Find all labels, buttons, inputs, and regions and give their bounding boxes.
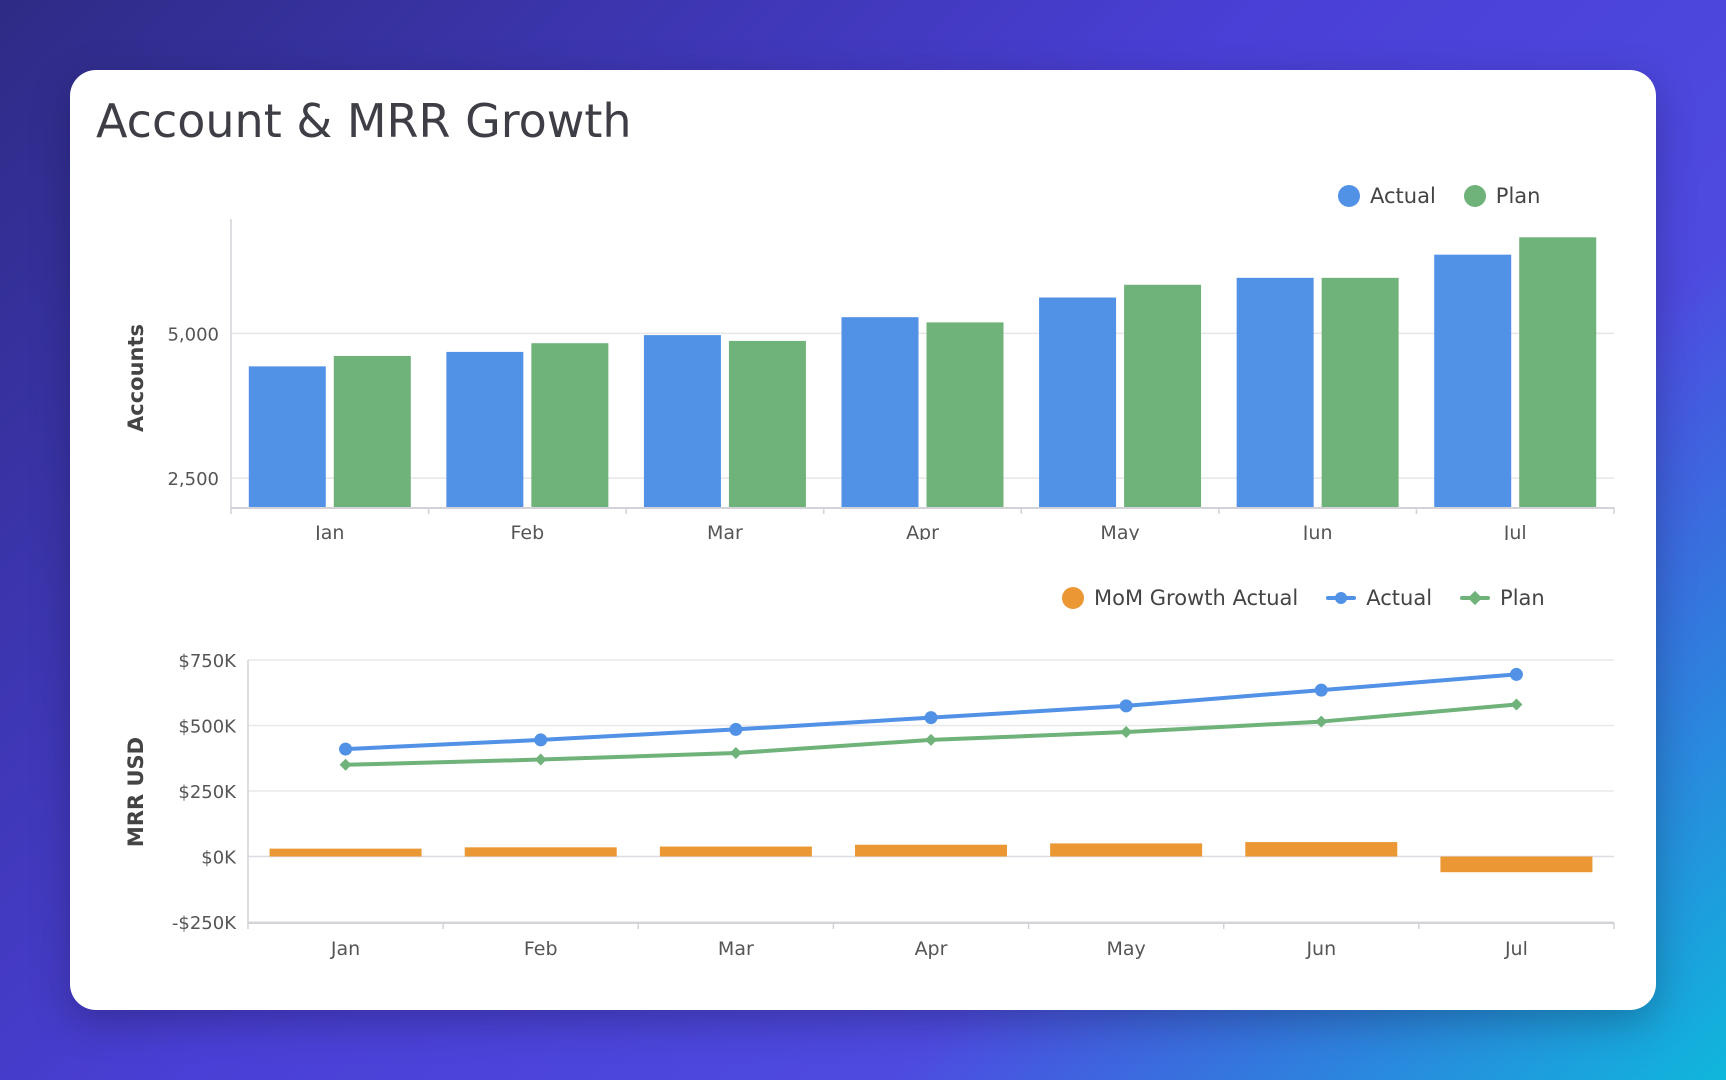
- mrr-x-tick-label: Jul: [1504, 938, 1528, 960]
- accounts-bar-plan-jun: [1321, 277, 1399, 507]
- mom-growth-bar-jul: [1440, 856, 1593, 873]
- accounts-y-axis-label: Accounts: [124, 324, 148, 432]
- accounts-bar-plan-feb: [531, 343, 609, 507]
- mrr-point-actual: [1314, 683, 1328, 697]
- mrr-y-tick-label: $500K: [178, 717, 237, 738]
- accounts-bar-plan-may: [1124, 284, 1202, 507]
- mrr-point-plan: [925, 733, 937, 746]
- mrr-point-plan: [729, 747, 742, 760]
- mrr-y-axis-label: MRR USD: [124, 737, 148, 847]
- legend-label-mrr-actual: Actual: [1366, 586, 1433, 610]
- mom-growth-bar-apr: [855, 844, 1007, 857]
- mrr-point-actual: [729, 722, 743, 736]
- accounts-bar-plan-jul: [1519, 237, 1597, 508]
- mrr-x-tick-label: Apr: [915, 938, 948, 960]
- mrr-y-tick-label: -$250K: [172, 913, 237, 934]
- accounts-bar-actual-jan: [248, 366, 326, 507]
- accounts-x-tick-label: Jan: [314, 522, 344, 540]
- accounts-y-tick-label: 5,000: [167, 324, 219, 345]
- mrr-point-actual: [1119, 699, 1133, 713]
- legend-label-plan: Plan: [1495, 184, 1541, 208]
- mrr-point-actual: [1509, 667, 1523, 681]
- mom-growth-bar-may: [1050, 843, 1203, 857]
- legend-item-mrr-actual[interactable]: Actual: [1326, 586, 1432, 610]
- accounts-bar-actual-feb: [446, 351, 524, 507]
- mrr-point-actual: [339, 742, 353, 756]
- mom-dot-icon: [1062, 587, 1084, 609]
- accounts-bar-plan-jan: [333, 355, 411, 507]
- plan-dot-icon: [1463, 185, 1486, 207]
- accounts-bar-actual-may: [1039, 297, 1117, 507]
- legend-label-mrr-plan: Plan: [1500, 586, 1545, 610]
- accounts-x-tick-label: Jul: [1503, 522, 1527, 540]
- accounts-bar-actual-jun: [1236, 277, 1314, 507]
- dashboard-card: Account & MRR Growth Actual Plan MoM Gro…: [70, 70, 1656, 1010]
- mrr-point-plan: [534, 753, 547, 766]
- accounts-x-tick-label: Apr: [906, 522, 939, 540]
- page-title: Account & MRR Growth: [96, 94, 632, 148]
- legend-item-mom-growth[interactable]: MoM Growth Actual: [1062, 586, 1298, 610]
- accounts-y-tick-label: 2,500: [167, 469, 219, 490]
- mrr-point-actual: [924, 711, 938, 725]
- accounts-bar-plan-apr: [926, 322, 1004, 507]
- accounts-bar-actual-mar: [643, 335, 721, 507]
- mrr-x-tick-label: Mar: [718, 938, 754, 960]
- mrr-y-tick-label: $0K: [201, 848, 237, 869]
- mrr-x-tick-label: May: [1107, 938, 1146, 960]
- mrr-x-tick-label: Jan: [330, 938, 360, 960]
- legend-item-actual[interactable]: Actual: [1338, 184, 1436, 208]
- legend-item-plan[interactable]: Plan: [1463, 184, 1541, 208]
- mom-growth-bar-feb: [464, 847, 617, 857]
- mrr-x-tick-label: Feb: [524, 938, 558, 960]
- legend-item-mrr-plan[interactable]: Plan: [1460, 586, 1545, 610]
- mrr-y-tick-label: $250K: [178, 782, 237, 803]
- mrr-point-plan: [1120, 726, 1133, 739]
- mrr-point-plan: [1510, 698, 1523, 711]
- accounts-bar-plan-mar: [728, 340, 806, 507]
- mrr-legend: MoM Growth Actual Actual Plan: [1062, 586, 1545, 610]
- mrr-point-plan: [339, 758, 352, 771]
- line-circle-marker-icon: [1326, 587, 1357, 609]
- line-diamond-marker-icon: [1460, 587, 1491, 609]
- accounts-x-tick-label: Mar: [707, 522, 743, 540]
- accounts-legend: Actual Plan: [1338, 184, 1540, 208]
- legend-label-actual: Actual: [1370, 184, 1436, 208]
- accounts-bar-actual-jul: [1434, 254, 1512, 507]
- mrr-x-tick-label: Jun: [1305, 938, 1336, 960]
- mrr-point-plan: [1315, 715, 1328, 728]
- mom-growth-bar-mar: [659, 846, 812, 857]
- actual-dot-icon: [1338, 185, 1360, 207]
- legend-label-mom-growth: MoM Growth Actual: [1094, 586, 1299, 610]
- accounts-x-tick-label: Jun: [1302, 522, 1333, 540]
- accounts-bar-actual-apr: [841, 317, 919, 507]
- mrr-point-actual: [534, 733, 548, 747]
- mom-growth-bar-jun: [1245, 842, 1398, 857]
- accounts-x-tick-label: Feb: [511, 522, 545, 540]
- mom-growth-bar-jan: [269, 848, 422, 857]
- accounts-x-tick-label: May: [1100, 522, 1139, 540]
- accounts-bar-chart: 2,500 5,000 Jan Feb Mar Apr May Jun Jul Accounts: [124, 219, 1615, 540]
- mrr-y-tick-label: $750K: [178, 651, 237, 672]
- mrr-combo-chart: -$250K $0K $250K $500K $750K Jan Feb Mar Apr May J…: [124, 651, 1615, 960]
